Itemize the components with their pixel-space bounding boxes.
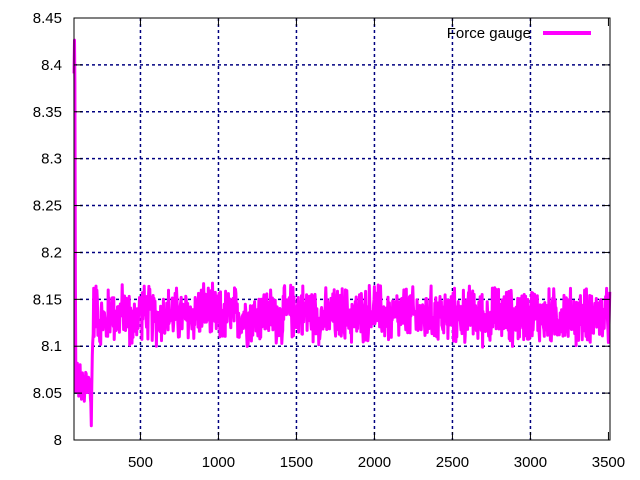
x-tick-label: 1500 — [280, 454, 313, 471]
y-tick-label: 8.2 — [41, 244, 62, 261]
y-tick-label: 8.05 — [33, 385, 62, 402]
plot-frame — [73, 17, 611, 441]
ticks: 8 8.05 8.1 8.15 8.2 8.25 8.3 8.35 8.4 8.45 500 1000… — [33, 10, 625, 471]
series-layer — [72, 38, 612, 428]
x-tick-label: 1000 — [202, 454, 235, 471]
y-tick-label: 8.1 — [41, 338, 62, 355]
legend: Force gauge — [447, 25, 591, 42]
x-tick-label: 2000 — [358, 454, 391, 471]
x-tick-label: 2500 — [436, 454, 469, 471]
y-tick-label: 8.15 — [33, 291, 62, 308]
y-tick-label: 8.4 — [41, 57, 62, 74]
grid — [74, 18, 610, 440]
x-tick-label: 3500 — [592, 454, 625, 471]
x-tick-label: 500 — [128, 454, 153, 471]
y-tick-label: 8.3 — [41, 151, 62, 168]
legend-label-force-gauge: Force gauge — [447, 25, 531, 42]
y-tick-label: 8.45 — [33, 10, 62, 27]
series-line-force-gauge — [72, 38, 612, 428]
y-tick-label: 8.25 — [33, 198, 62, 215]
y-tick-label: 8.35 — [33, 104, 62, 121]
y-tick-label: 8 — [54, 432, 62, 449]
x-tick-label: 3000 — [514, 454, 547, 471]
